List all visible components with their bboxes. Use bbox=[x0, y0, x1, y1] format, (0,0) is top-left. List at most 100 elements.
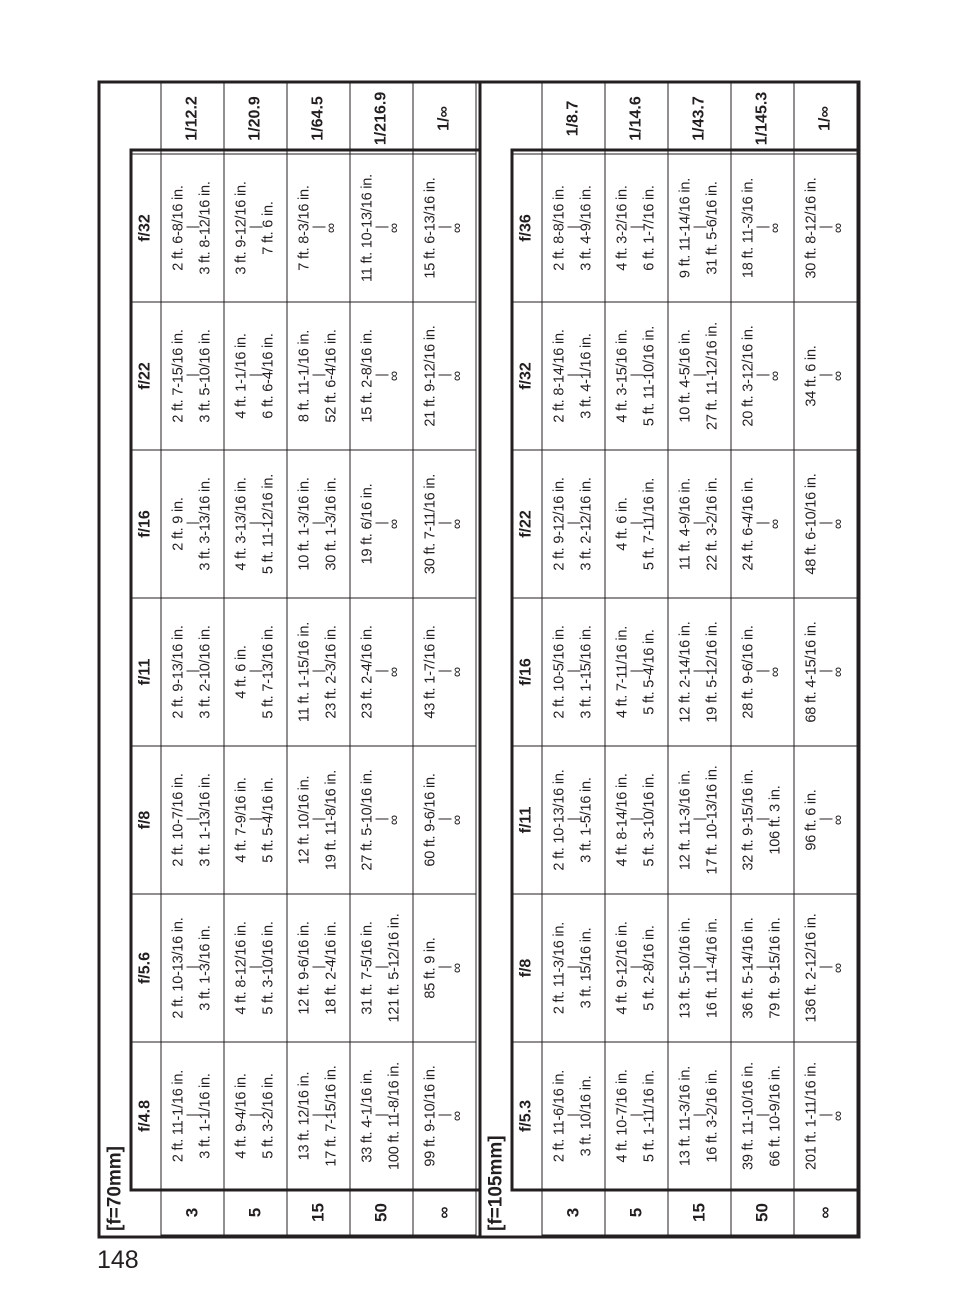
range-dash bbox=[756, 374, 769, 376]
dof-range-cell: 4 ft. 3-15/16 in. 5 ft. 11-10/16 in. bbox=[604, 301, 668, 450]
range-dash bbox=[438, 1114, 451, 1116]
range-dash bbox=[567, 966, 580, 968]
aperture-header: f/16 bbox=[129, 449, 161, 598]
range-dash bbox=[693, 522, 706, 524]
dof-range-cell: 2 ft. 9 in. 3 ft. 3-13/16 in. bbox=[160, 449, 224, 598]
range-dash bbox=[375, 226, 388, 228]
range-dash bbox=[249, 818, 262, 820]
dof-range-cell: 2 ft. 10-13/16 in. 3 ft. 1-3/16 in. bbox=[160, 893, 224, 1042]
range-dash bbox=[186, 670, 199, 672]
range-dash bbox=[438, 818, 451, 820]
dof-table: [f=105mm] f/5.3 f/8 f/11 f/16 f/22 f/32 f/36 3 2 … bbox=[481, 82, 857, 1235]
dof-range-cell: 18 ft. 11-3/16 in. ∞ bbox=[730, 153, 794, 302]
range-dash bbox=[438, 966, 451, 968]
dof-range-cell: 2 ft. 11-1/16 in. 3 ft. 1-1/16 in. bbox=[160, 1041, 224, 1190]
magnification: 1/∞ bbox=[412, 82, 476, 154]
range-dash bbox=[819, 1114, 832, 1116]
range-dash bbox=[375, 818, 388, 820]
dof-range-cell: 12 ft. 11-3/16 in. 17 ft. 10-13/16 in. bbox=[667, 745, 731, 894]
dof-range-cell: 68 ft. 4-15/16 in. ∞ bbox=[793, 597, 857, 746]
table-row: 15 13 ft. 11-3/16 in. 16 ft. 3-2/16 in. 13 … bbox=[667, 82, 731, 1235]
magnification: 1/8.7 bbox=[541, 82, 605, 154]
dof-range-cell: 4 ft. 6 in. 5 ft. 7-13/16 in. bbox=[223, 597, 287, 746]
range-dash bbox=[249, 1114, 262, 1116]
range-dash bbox=[693, 226, 706, 228]
range-dash bbox=[756, 522, 769, 524]
aperture-header: f/5.3 bbox=[510, 1041, 542, 1190]
range-dash bbox=[819, 226, 832, 228]
dof-range-cell: 33 ft. 4-1/16 in. 100 ft. 11-8/16 in. bbox=[349, 1041, 413, 1190]
range-dash bbox=[630, 1114, 643, 1116]
range-dash bbox=[693, 966, 706, 968]
aperture-header: f/8 bbox=[510, 893, 542, 1042]
aperture-header: f/11 bbox=[129, 597, 161, 746]
dof-range-cell: 2 ft. 8-14/16 in. 3 ft. 4-1/16 in. bbox=[541, 301, 605, 450]
range-dash bbox=[567, 1114, 580, 1116]
range-dash bbox=[567, 522, 580, 524]
focal-length-title: [f=70mm] bbox=[103, 1145, 125, 1231]
dof-range-cell: 136 ft. 2-12/16 in. ∞ bbox=[793, 893, 857, 1042]
range-dash bbox=[186, 522, 199, 524]
aperture-header: f/22 bbox=[510, 449, 542, 598]
range-dash bbox=[693, 670, 706, 672]
dof-range-cell: 60 ft. 9-6/16 in. ∞ bbox=[412, 745, 476, 894]
aperture-header: f/32 bbox=[510, 301, 542, 450]
table-row: ∞ 201 ft. 1-11/16 in. ∞ 136 ft. 2-12/16 in.… bbox=[793, 82, 857, 1235]
range-dash bbox=[756, 670, 769, 672]
subject-distance: ∞ bbox=[793, 1189, 857, 1235]
range-dash bbox=[693, 374, 706, 376]
header-blank bbox=[510, 1189, 542, 1235]
dof-range-cell: 12 ft. 9-6/16 in. 18 ft. 2-4/16 in. bbox=[286, 893, 350, 1042]
dof-range-cell: 4 ft. 6 in. 5 ft. 7-11/16 in. bbox=[604, 449, 668, 598]
page-number: 148 bbox=[97, 1246, 139, 1274]
dof-range-cell: 4 ft. 3-2/16 in. 6 ft. 1-7/16 in. bbox=[604, 153, 668, 302]
dof-range-cell: 11 ft. 4-9/16 in. 22 ft. 3-2/16 in. bbox=[667, 449, 731, 598]
range-dash bbox=[630, 818, 643, 820]
range-dash bbox=[375, 966, 388, 968]
range-dash bbox=[438, 374, 451, 376]
range-dash bbox=[819, 670, 832, 672]
magnification: 1/43.7 bbox=[667, 82, 731, 154]
magnification: 1/14.6 bbox=[604, 82, 668, 154]
subject-distance: 5 bbox=[223, 1189, 287, 1235]
magnification: 1/145.3 bbox=[730, 82, 794, 154]
dof-range-cell: 96 ft. 6 in. ∞ bbox=[793, 745, 857, 894]
dof-range-cell: 2 ft. 10-5/16 in. 3 ft. 1-15/16 in. bbox=[541, 597, 605, 746]
range-dash bbox=[567, 374, 580, 376]
dof-range-cell: 27 ft. 5-10/16 in. ∞ bbox=[349, 745, 413, 894]
range-dash bbox=[312, 670, 325, 672]
range-dash bbox=[375, 522, 388, 524]
range-dash bbox=[249, 374, 262, 376]
dof-range-cell: 21 ft. 9-12/16 in. ∞ bbox=[412, 301, 476, 450]
dof-range-cell: 36 ft. 5-14/16 in. 79 ft. 9-15/16 in. bbox=[730, 893, 794, 1042]
table-row: 50 39 ft. 11-10/16 in. 66 ft. 10-9/16 in. 3… bbox=[730, 82, 794, 1235]
range-dash bbox=[630, 966, 643, 968]
aperture-header: f/11 bbox=[510, 745, 542, 894]
range-dash bbox=[567, 670, 580, 672]
dof-range-cell: 2 ft. 11-6/16 in. 3 ft. 10/16 in. bbox=[541, 1041, 605, 1190]
dof-range-cell: 24 ft. 6-4/16 in. ∞ bbox=[730, 449, 794, 598]
subject-distance: 3 bbox=[160, 1189, 224, 1235]
dof-range-cell: 30 ft. 7-11/16 in. ∞ bbox=[412, 449, 476, 598]
table-row: 50 33 ft. 4-1/16 in. 100 ft. 11-8/16 in. 31… bbox=[349, 82, 413, 1235]
range-dash bbox=[819, 818, 832, 820]
range-dash bbox=[630, 522, 643, 524]
dof-range-cell: 4 ft. 1-1/16 in. 6 ft. 6-4/16 in. bbox=[223, 301, 287, 450]
aperture-header: f/32 bbox=[129, 153, 161, 302]
dof-range-cell: 12 ft. 2-14/16 in. 19 ft. 5-12/16 in. bbox=[667, 597, 731, 746]
header-blank bbox=[129, 1189, 161, 1235]
range-dash bbox=[186, 966, 199, 968]
subject-distance: 50 bbox=[349, 1189, 413, 1235]
subject-distance: 3 bbox=[541, 1189, 605, 1235]
aperture-header: f/36 bbox=[510, 153, 542, 302]
dof-range-cell: 2 ft. 7-15/16 in. 3 ft. 5-10/16 in. bbox=[160, 301, 224, 450]
magnification: 1/∞ bbox=[793, 82, 857, 154]
range-dash bbox=[756, 966, 769, 968]
dof-range-cell: 4 ft. 8-12/16 in. 5 ft. 3-10/16 in. bbox=[223, 893, 287, 1042]
dof-range-cell: 2 ft. 11-3/16 in. 3 ft. 15/16 in. bbox=[541, 893, 605, 1042]
dof-range-cell: 4 ft. 3-13/16 in. 5 ft. 11-12/16 in. bbox=[223, 449, 287, 598]
range-dash bbox=[249, 670, 262, 672]
dof-range-cell: 2 ft. 10-13/16 in. 3 ft. 1-5/16 in. bbox=[541, 745, 605, 894]
